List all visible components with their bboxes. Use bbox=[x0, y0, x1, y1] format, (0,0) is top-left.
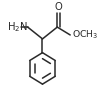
Text: O: O bbox=[54, 2, 62, 12]
Text: OCH$_3$: OCH$_3$ bbox=[72, 29, 98, 41]
Text: H$_2$N: H$_2$N bbox=[7, 20, 28, 34]
